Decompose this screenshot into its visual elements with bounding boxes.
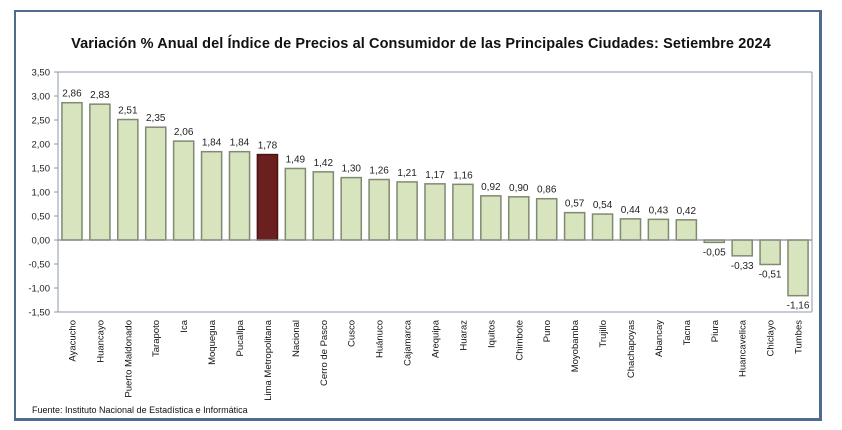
value-label: -1,16 [787,301,810,312]
value-label: 0,54 [593,200,613,211]
x-axis-labels: Ayacucho Huancayo Puerto Maldonado Tarapoto… [67,319,804,401]
source-note: Fuente: Instituto Nacional de Estadístic… [32,405,248,415]
bar [284,167,307,241]
bar [61,101,83,241]
value-label: 0,90 [509,183,529,194]
value-label: 1,21 [397,168,417,179]
value-label: 0,44 [621,205,641,216]
bar [172,140,195,241]
category-label: Chimbote [514,320,525,361]
bar [228,150,251,241]
category-label: Puerto Maldonado [123,320,134,398]
y-tick-label: -1,00 [28,284,50,295]
category-label: Lima Metropolitana [263,319,274,401]
y-tick-label: 2,50 [32,116,51,127]
bar [368,178,390,241]
bar [144,126,167,241]
category-label: Chachapoyas [626,320,637,378]
bars [58,101,812,297]
category-label: Trujillo [598,320,609,348]
bar [89,103,111,241]
value-label: 2,83 [90,90,110,101]
value-label: -0,05 [703,247,726,258]
y-tick-label: 2,00 [32,140,51,151]
category-label: Huaraz [458,320,469,351]
category-label: Piura [710,319,721,342]
bar [424,183,446,241]
category-label: Cajamarca [403,319,414,366]
category-label: Iquitos [486,320,497,348]
value-label: 0,43 [649,205,669,216]
bar [759,239,781,266]
y-axis: 3,50 3,00 2,50 2,00 1,50 1,00 0,50 0,00 -0,50 -1,… [28,68,813,319]
category-label: Arequipa [431,319,442,358]
category-label: Tarapoto [151,320,162,357]
category-label: Ayacucho [67,320,78,362]
value-labels: 2,86 2,83 2,51 2,35 2,06 1,84 1,84 1,78 1,49 1,42… [62,89,810,312]
bar [535,197,558,241]
value-label: 1,78 [258,141,278,152]
value-label: 1,49 [286,154,306,165]
category-label: Huánuco [375,320,386,358]
bar [619,218,642,241]
value-label: 2,06 [174,127,194,138]
bar [787,239,809,297]
category-label: Nacional [291,320,302,357]
bar [340,176,363,241]
value-label: 1,16 [453,170,473,181]
value-label: 2,51 [118,106,138,117]
value-label: 2,35 [146,113,166,124]
y-tick-label: 0,50 [32,212,51,223]
category-label: Cerro de Pasco [319,320,330,386]
y-tick-label: 1,50 [32,164,51,175]
y-tick-label: 0,00 [32,236,51,247]
bar [563,211,586,241]
bar [117,118,139,241]
value-label: 2,86 [62,89,82,100]
category-label: Tumbes [794,320,805,354]
bar [731,239,753,257]
y-tick-label: 3,50 [32,68,51,79]
category-label: Ica [179,319,190,332]
value-label: 1,84 [202,138,222,149]
category-label: Pucallpa [235,319,246,356]
value-label: 1,17 [425,170,445,181]
value-label: 1,26 [369,166,389,177]
value-label: -0,33 [731,261,754,272]
value-label: 1,84 [230,138,250,149]
chart-title: Variación % Anual del Índice de Precios … [71,36,771,52]
value-label: 0,92 [481,182,501,193]
y-tick-label: 1,00 [32,188,51,199]
category-label: Abancay [654,320,665,357]
value-label: 0,57 [565,199,585,210]
value-label: 1,42 [314,158,334,169]
y-tick-label: -0,50 [28,260,50,271]
category-label: Moquegua [207,319,218,365]
value-label: 0,86 [537,185,557,196]
bar [507,196,530,241]
bar [396,181,418,241]
value-label: -0,51 [759,269,782,280]
bar-highlight [256,153,279,241]
bar [591,213,614,241]
category-label: Huancayo [95,320,106,363]
bar [647,218,670,241]
category-label: Chiclayo [766,320,777,356]
y-tick-label: 3,00 [32,92,51,103]
category-label: Huancavelica [738,319,749,377]
y-tick-label: -1,50 [28,308,50,319]
bar [200,150,223,241]
bar [675,219,698,241]
value-label: 0,42 [677,206,697,217]
value-label: 1,30 [341,164,361,175]
category-label: Moyobamba [570,319,581,372]
category-label: Puno [542,320,553,342]
category-label: Cusco [347,320,358,347]
category-label: Tacna [682,319,693,345]
bar [312,171,335,241]
bar [480,195,502,241]
bar [452,183,474,241]
